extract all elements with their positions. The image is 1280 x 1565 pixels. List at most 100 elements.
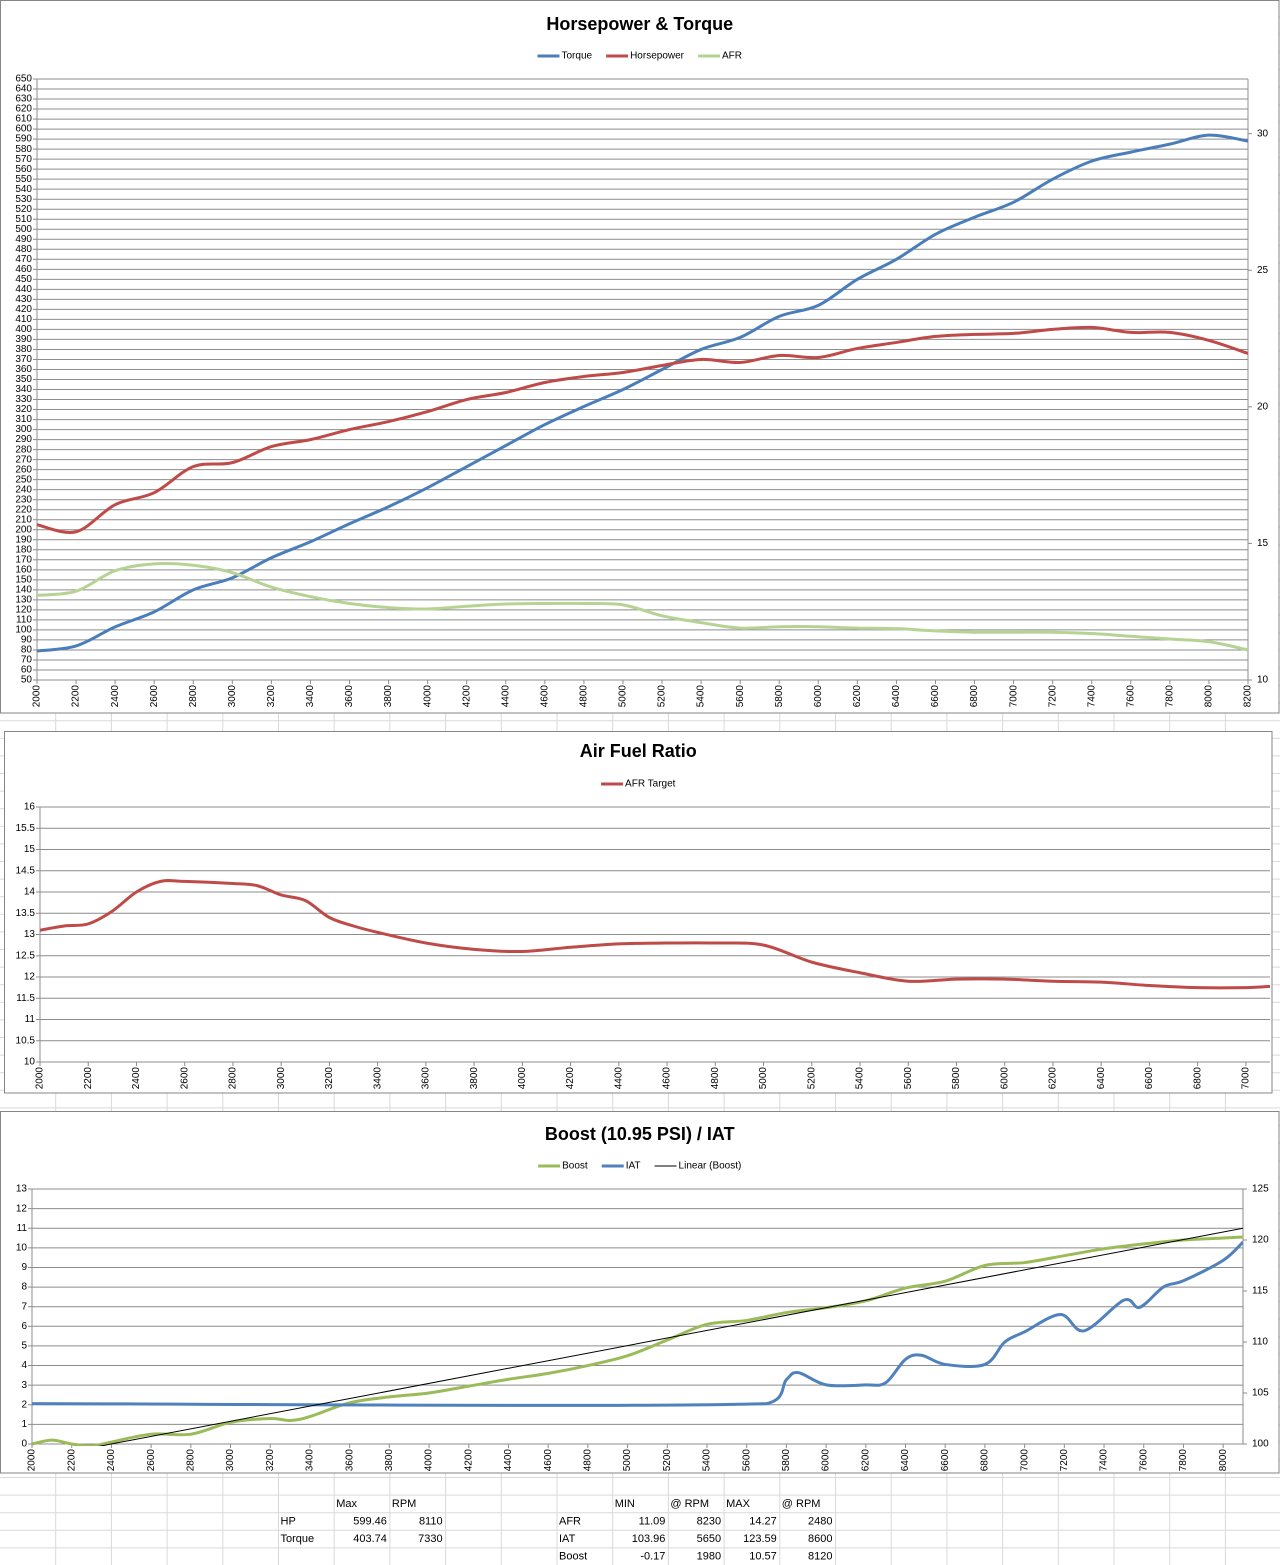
x-tick-label: 5200 xyxy=(806,1067,817,1090)
table-cell: 8230 xyxy=(697,1515,721,1527)
y-tick-label: 640 xyxy=(15,84,32,95)
table-cell: 5650 xyxy=(697,1533,721,1545)
series-line xyxy=(37,562,1248,652)
x-tick-label: 8000 xyxy=(1218,1449,1229,1472)
y-tick-label: 510 xyxy=(15,214,32,225)
x-tick-label: 8200 xyxy=(1243,685,1254,708)
y-tick-label: 360 xyxy=(15,364,32,375)
table-cell: 8600 xyxy=(808,1533,832,1545)
table-row-label: IAT xyxy=(559,1533,576,1545)
y-tick-label: 13 xyxy=(24,929,36,940)
y2-tick-label: 25 xyxy=(1257,265,1269,276)
y-tick-label: 10 xyxy=(16,1242,28,1253)
y2-tick-label: 15 xyxy=(1257,538,1269,549)
series-line xyxy=(37,325,1248,534)
x-tick-label: 7400 xyxy=(1086,685,1097,708)
chart-title: Boost (10.95 PSI) / IAT xyxy=(545,1124,735,1144)
x-tick-label: 5600 xyxy=(735,685,746,708)
series-line xyxy=(37,133,1248,653)
y-tick-label: 50 xyxy=(21,675,33,686)
y-tick-label: 590 xyxy=(15,134,32,145)
x-tick-label: 3400 xyxy=(305,1449,316,1472)
y-tick-label: 100 xyxy=(15,625,32,636)
y-tick-label: 260 xyxy=(15,464,32,475)
y-tick-label: 480 xyxy=(15,244,32,255)
x-tick-label: 3800 xyxy=(469,1067,480,1090)
chart-title: Air Fuel Ratio xyxy=(580,741,697,761)
x-tick-label: 3600 xyxy=(344,1449,355,1472)
y-tick-label: 12 xyxy=(16,1203,28,1214)
y-tick-label: 2 xyxy=(21,1399,27,1410)
x-tick-label: 4600 xyxy=(539,685,550,708)
x-tick-label: 5200 xyxy=(662,1449,673,1472)
y-tick-label: 330 xyxy=(15,394,32,405)
x-tick-label: 6400 xyxy=(1096,1067,1107,1090)
x-tick-label: 5800 xyxy=(774,685,785,708)
x-tick-label: 2600 xyxy=(179,1067,190,1090)
y-tick-label: 120 xyxy=(15,605,32,616)
x-tick-label: 6000 xyxy=(821,1449,832,1472)
x-tick-label: 2600 xyxy=(146,1449,157,1472)
x-tick-label: 4600 xyxy=(662,1067,673,1090)
x-tick-label: 7800 xyxy=(1178,1449,1189,1472)
table-cell: 11.09 xyxy=(639,1515,666,1527)
y-tick-label: 240 xyxy=(15,484,32,495)
table-cell: 8120 xyxy=(808,1551,832,1563)
x-tick-label: 7800 xyxy=(1165,685,1176,708)
table-cell: 7330 xyxy=(418,1533,442,1545)
x-tick-label: 7000 xyxy=(1241,1067,1252,1090)
y-tick-label: 70 xyxy=(21,655,33,666)
table-cell: 103.96 xyxy=(632,1533,666,1545)
y-tick-label: 540 xyxy=(15,184,32,195)
y-tick-label: 7 xyxy=(21,1301,27,1312)
legend: Torque Horsepower AFR xyxy=(537,51,742,62)
legend-label: Horsepower xyxy=(630,51,685,62)
table-cell: -0.17 xyxy=(640,1551,665,1563)
y-tick-label: 11 xyxy=(25,1014,36,1025)
y-tick-label: 370 xyxy=(15,354,32,365)
y-tick-label: 230 xyxy=(15,494,32,505)
legend-label: Boost xyxy=(562,1161,588,1172)
y-tick-label: 110 xyxy=(16,615,32,626)
table-header: @ RPM xyxy=(670,1498,709,1510)
y2-tick-label: 115 xyxy=(1252,1286,1268,1297)
y-tick-label: 580 xyxy=(15,144,32,155)
x-tick-label: 5000 xyxy=(618,685,629,708)
table-cell: 123.59 xyxy=(743,1533,777,1545)
table-row-label: Boost xyxy=(559,1551,587,1563)
x-tick-label: 3400 xyxy=(372,1067,383,1090)
chart-area xyxy=(0,0,1280,714)
y-tick-label: 610 xyxy=(15,114,32,125)
series-line xyxy=(32,1235,1243,1446)
table-cell: 14.27 xyxy=(749,1515,777,1527)
x-tick-label: 2400 xyxy=(131,1067,142,1090)
x-tick-label: 4000 xyxy=(422,685,433,708)
x-tick-label: 5400 xyxy=(855,1067,866,1090)
x-tick-label: 4400 xyxy=(503,1449,514,1472)
x-tick-label: 6600 xyxy=(940,1449,951,1472)
y-tick-label: 520 xyxy=(15,204,32,215)
y-tick-label: 550 xyxy=(15,174,32,185)
y-tick-label: 10.5 xyxy=(16,1035,36,1046)
y-tick-label: 15 xyxy=(24,844,36,855)
legend: Boost IAT Linear (Boost) xyxy=(538,1161,741,1172)
x-tick-label: 7200 xyxy=(1047,685,1058,708)
x-tick-label: 7200 xyxy=(1059,1449,1070,1472)
table-row-label: HP xyxy=(281,1515,296,1527)
y-tick-label: 530 xyxy=(15,194,32,205)
y-tick-label: 300 xyxy=(15,424,32,435)
y-tick-label: 13.5 xyxy=(16,908,36,919)
legend-label: AFR xyxy=(722,51,742,62)
y-tick-label: 560 xyxy=(15,164,32,175)
x-tick-label: 2800 xyxy=(188,685,199,708)
y-tick-label: 130 xyxy=(15,595,32,606)
x-tick-label: 4400 xyxy=(613,1067,624,1090)
y-tick-label: 390 xyxy=(15,334,32,345)
x-tick-label: 4800 xyxy=(710,1067,721,1090)
x-tick-label: 5400 xyxy=(702,1449,713,1472)
series-line xyxy=(40,879,1270,990)
x-tick-label: 3600 xyxy=(344,685,355,708)
y-tick-label: 310 xyxy=(15,414,32,425)
y-tick-label: 14 xyxy=(24,887,36,898)
